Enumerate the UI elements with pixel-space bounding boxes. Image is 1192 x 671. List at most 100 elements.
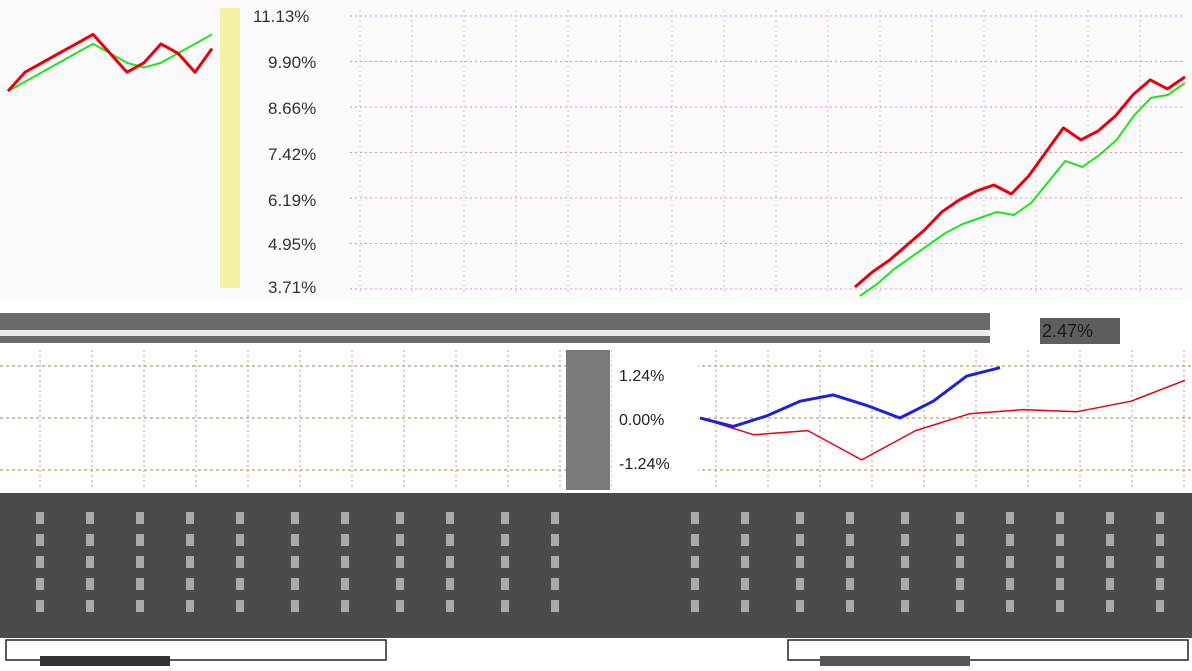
upper-y-tick-6: 3.71%	[268, 278, 316, 297]
date-tick-mark	[846, 512, 854, 524]
date-tick-mark	[551, 600, 559, 612]
date-tick-mark	[1006, 556, 1014, 568]
upper-y-tick-1: 9.90%	[268, 53, 316, 72]
date-tick-mark	[1106, 578, 1114, 590]
date-tick-mark	[1056, 556, 1064, 568]
upper-y-tick-2: 8.66%	[268, 99, 316, 118]
date-tick-mark	[291, 578, 299, 590]
gray-band-upper	[0, 313, 990, 343]
date-tick-mark	[1056, 512, 1064, 524]
date-tick-mark	[236, 534, 244, 546]
date-tick-mark	[551, 534, 559, 546]
bottom-strip	[0, 638, 1192, 671]
date-tick-mark	[691, 534, 699, 546]
date-tick-mark	[691, 600, 699, 612]
date-tick-mark	[1156, 600, 1164, 612]
upper-y-tick-4: 6.19%	[268, 191, 316, 210]
date-tick-mark	[956, 578, 964, 590]
date-tick-mark	[691, 512, 699, 524]
date-tick-mark	[501, 534, 509, 546]
gray-band-light	[0, 330, 990, 336]
date-tick-mark	[446, 512, 454, 524]
date-tick-mark	[236, 556, 244, 568]
date-tick-mark	[36, 556, 44, 568]
date-tick-mark	[86, 534, 94, 546]
date-tick-mark	[1156, 534, 1164, 546]
stray-label: 2.47%	[1042, 321, 1093, 341]
date-tick-mark	[1056, 600, 1064, 612]
date-tick-mark	[1056, 578, 1064, 590]
date-tick-mark	[901, 534, 909, 546]
lower-axis-bg	[612, 350, 698, 490]
date-tick-mark	[446, 600, 454, 612]
date-tick-mark	[291, 534, 299, 546]
date-tick-mark	[501, 600, 509, 612]
date-tick-mark	[1106, 600, 1114, 612]
date-tick-mark	[136, 578, 144, 590]
date-tick-mark	[691, 578, 699, 590]
lower-divider-band	[566, 350, 610, 490]
date-tick-mark	[446, 578, 454, 590]
upper-panel-bg	[0, 0, 1192, 300]
upper-series-b-line	[859, 82, 1186, 297]
lower-y-axis: 1.24% 0.00% -1.24%	[619, 368, 670, 473]
thumbnail-series-group	[6, 32, 214, 93]
date-tick-mark	[186, 556, 194, 568]
date-tick-mark	[796, 512, 804, 524]
date-tick-mark	[741, 600, 749, 612]
date-tick-mark	[551, 512, 559, 524]
bottom-box-left	[5, 639, 387, 661]
date-tick-mark	[186, 512, 194, 524]
upper-y-tick-5: 4.95%	[268, 235, 316, 254]
date-tick-mark	[741, 534, 749, 546]
date-tick-mark	[186, 578, 194, 590]
date-tick-mark	[1006, 534, 1014, 546]
date-tick-mark	[341, 600, 349, 612]
upper-series-group	[854, 75, 1186, 297]
lower-y-tick-0: 1.24%	[619, 368, 664, 385]
bottom-bar-left	[40, 656, 170, 666]
date-tick-mark	[136, 512, 144, 524]
date-tick-mark	[86, 600, 94, 612]
lower-series-group	[699, 366, 1186, 461]
date-tick-mark	[341, 578, 349, 590]
bottom-bar-right	[820, 656, 970, 666]
date-tick-mark	[901, 578, 909, 590]
date-tick-mark	[901, 600, 909, 612]
date-tick-mark	[1056, 534, 1064, 546]
date-tick-group	[36, 512, 1164, 612]
date-tick-mark	[136, 534, 144, 546]
date-tick-mark	[136, 556, 144, 568]
date-tick-mark	[956, 534, 964, 546]
date-tick-mark	[396, 600, 404, 612]
date-tick-mark	[291, 556, 299, 568]
date-tick-mark	[446, 534, 454, 546]
lower-series-b-line	[699, 379, 1186, 461]
date-tick-mark	[36, 512, 44, 524]
date-tick-mark	[956, 512, 964, 524]
date-tick-mark	[136, 600, 144, 612]
date-tick-mark	[846, 600, 854, 612]
date-tick-mark	[901, 556, 909, 568]
date-tick-mark	[901, 512, 909, 524]
date-tick-mark	[86, 512, 94, 524]
lower-y-tick-1: 0.00%	[619, 412, 664, 429]
date-tick-mark	[501, 578, 509, 590]
stray-label-bg	[1040, 318, 1120, 344]
date-tick-mark	[1006, 578, 1014, 590]
date-band	[0, 493, 1192, 638]
date-tick-mark	[341, 512, 349, 524]
date-tick-mark	[396, 512, 404, 524]
date-tick-mark	[956, 556, 964, 568]
lower-series-a-line	[699, 366, 1001, 428]
date-tick-mark	[796, 600, 804, 612]
date-tick-mark	[36, 600, 44, 612]
date-tick-mark	[741, 556, 749, 568]
date-tick-mark	[186, 600, 194, 612]
upper-series-a-line	[854, 75, 1186, 289]
date-tick-mark	[86, 578, 94, 590]
upper-y-tick-3: 7.42%	[268, 145, 316, 164]
date-tick-mark	[796, 534, 804, 546]
lower-y-tick-2: -1.24%	[619, 456, 670, 473]
date-tick-mark	[796, 556, 804, 568]
